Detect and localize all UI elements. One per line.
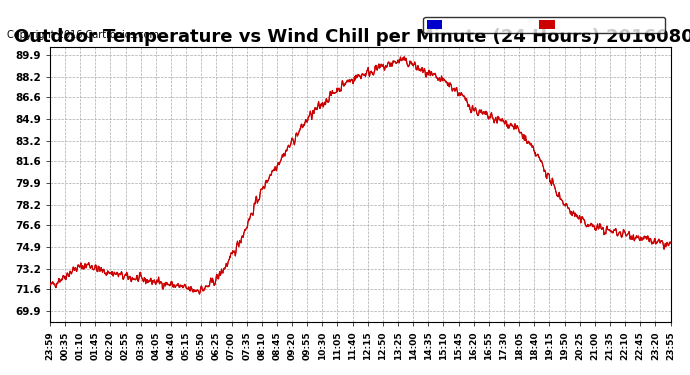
Text: Copyright 2016 Cartronics.com: Copyright 2016 Cartronics.com	[7, 30, 159, 39]
Legend: Wind Chill  (°F), Temperature  (°F): Wind Chill (°F), Temperature (°F)	[424, 17, 665, 33]
Title: Outdoor Temperature vs Wind Chill per Minute (24 Hours) 20160809: Outdoor Temperature vs Wind Chill per Mi…	[14, 28, 690, 46]
